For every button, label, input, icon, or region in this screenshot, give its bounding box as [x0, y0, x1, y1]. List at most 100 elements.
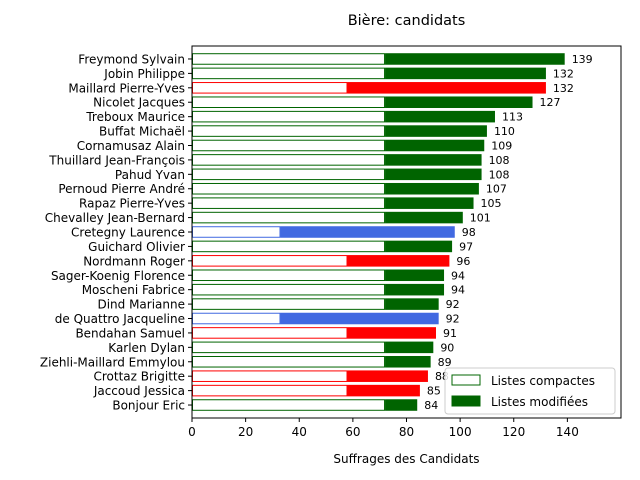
y-tick-label: Maillard Pierre-Yves	[68, 81, 185, 95]
bar-modified	[347, 370, 428, 382]
y-tick-label: Dind Marianne	[97, 298, 185, 312]
bar-compact	[192, 255, 348, 267]
x-axis-label: Suffrages des Candidats	[333, 452, 479, 466]
y-tick-label: Bonjour Eric	[112, 399, 185, 413]
x-tick-label: 80	[399, 425, 414, 439]
bar-value-label: 139	[572, 53, 593, 66]
bar-compact	[192, 53, 386, 65]
bar-value-label: 90	[440, 341, 454, 354]
y-tick-label: Freymond Sylvain	[78, 52, 185, 66]
legend-swatch	[451, 395, 481, 407]
bar-modified	[385, 139, 485, 152]
y-tick-label: Nicolet Jacques	[93, 96, 185, 110]
x-tick-label: 60	[345, 425, 360, 439]
bar-modified	[385, 168, 482, 181]
bar-modified	[385, 283, 445, 296]
plot-area: 1391321321271131101091081081071051019897…	[191, 45, 622, 419]
bar-modified	[385, 110, 495, 123]
bar-compact	[192, 240, 386, 253]
bar-modified	[385, 269, 445, 282]
y-tick-label: Treboux Maurice	[85, 110, 185, 124]
bar-modified	[385, 182, 479, 195]
bar-modified	[385, 211, 463, 224]
bar-value-label: 132	[553, 67, 574, 80]
y-tick-label: Jaccoud Jessica	[93, 384, 185, 398]
bar-value-label: 98	[462, 226, 476, 239]
bar-compact	[192, 312, 281, 325]
bar-modified	[347, 255, 450, 267]
y-tick-label: Chevalley Jean-Bernard	[45, 211, 185, 225]
bar-compact	[192, 82, 348, 94]
bar-modified	[385, 240, 453, 253]
y-tick-label: Bendahan Samuel	[75, 326, 185, 340]
bar-value-label: 110	[494, 125, 515, 138]
bar-modified	[385, 125, 487, 137]
bar-value-label: 127	[540, 96, 561, 109]
x-tick-label: 20	[238, 425, 253, 439]
y-tick-label: Buffat Michaël	[99, 125, 185, 139]
bar-compact	[192, 154, 386, 166]
y-tick-label: Sager-Koenig Florence	[51, 269, 185, 283]
y-tick-label: Karlen Dylan	[108, 341, 185, 355]
bar-modified	[347, 82, 546, 94]
bar-modified	[280, 312, 439, 325]
bar-value-label: 94	[451, 284, 465, 297]
bar-compact	[192, 356, 386, 368]
legend: Listes compactes Listes modifiées	[444, 367, 616, 415]
bar-compact	[192, 370, 348, 382]
bar-modified	[385, 399, 418, 411]
bar-compact	[192, 211, 386, 224]
y-tick-label: Moscheni Fabrice	[82, 283, 185, 297]
bar-compact	[192, 139, 386, 152]
bar-compact	[192, 341, 386, 354]
bar-compact	[192, 327, 348, 339]
bar-modified	[385, 67, 546, 80]
bar-compact	[192, 269, 386, 282]
bar-modified	[280, 226, 455, 238]
x-tick-label: 100	[449, 425, 472, 439]
bar-value-label: 105	[481, 197, 502, 210]
y-tick-label: Rapaz Pierre-Yves	[79, 197, 185, 211]
bar-compact	[192, 283, 386, 296]
bar-modified	[347, 384, 420, 397]
legend-box	[444, 367, 616, 415]
y-tick-label: Jobin Philippe	[103, 67, 185, 81]
y-tick-label: Guichard Olivier	[88, 240, 185, 254]
y-tick-label: Ziehli-Maillard Emmylou	[40, 355, 185, 369]
bar-modified	[385, 154, 482, 166]
bar-modified	[385, 356, 431, 368]
bar-modified	[385, 298, 439, 310]
bar-value-label: 108	[489, 168, 510, 181]
bar-value-label: 101	[470, 212, 491, 225]
x-tick-label: 140	[556, 425, 579, 439]
bar-value-label: 132	[553, 82, 574, 95]
bar-value-label: 108	[489, 154, 510, 167]
bar-compact	[192, 96, 386, 109]
bar-compact	[192, 197, 386, 209]
bar-value-label: 107	[486, 183, 507, 196]
x-tick-label: 120	[502, 425, 525, 439]
y-tick-label: Crottaz Brigitte	[93, 370, 185, 384]
bar-modified	[347, 327, 436, 339]
y-tick-label: Pahud Yvan	[115, 168, 185, 182]
x-axis: 0 20 40 60 80 100 120 140	[188, 418, 579, 439]
bar-value-label: 109	[491, 139, 512, 152]
bar-value-label: 84	[424, 399, 438, 412]
bar-compact	[192, 182, 386, 195]
bar-value-label: 97	[459, 240, 473, 253]
bar-value-label: 92	[446, 313, 460, 326]
bar-value-label: 85	[427, 385, 441, 398]
bar-compact	[192, 399, 386, 411]
y-tick-label: Cornamusaz Alain	[77, 139, 185, 153]
bar-compact	[192, 384, 348, 397]
bar-value-label: 96	[456, 255, 470, 268]
bar-value-label: 91	[443, 327, 457, 340]
bar-modified	[385, 96, 533, 108]
bar-value-label: 92	[446, 298, 460, 311]
bar-modified	[385, 53, 565, 65]
legend-swatch	[451, 374, 481, 386]
bar-compact	[192, 125, 386, 137]
chart-title: Bière: candidats	[348, 13, 466, 29]
x-tick-label: 40	[292, 425, 307, 439]
